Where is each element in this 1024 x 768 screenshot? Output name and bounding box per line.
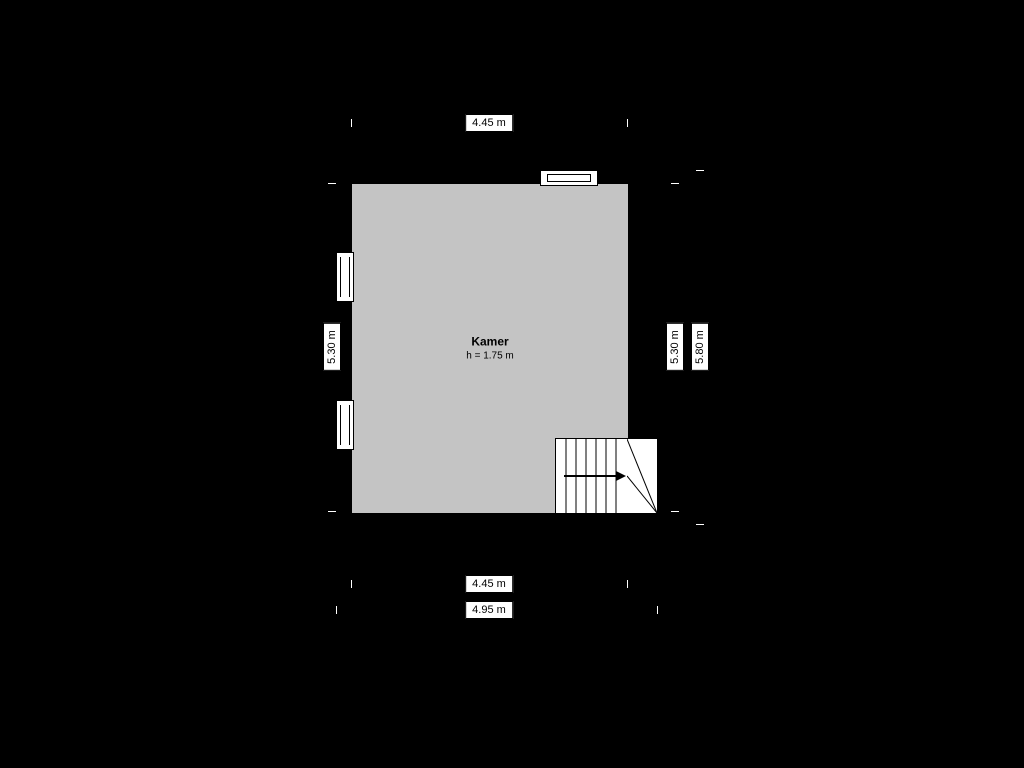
tick bbox=[328, 183, 336, 184]
tick bbox=[696, 170, 704, 171]
dim-outer-width: 4.95 m bbox=[465, 601, 513, 619]
dim-left-height: 5.30 m bbox=[323, 323, 341, 371]
tick bbox=[671, 183, 679, 184]
protrusion-top bbox=[540, 170, 598, 186]
room-label: Kamer h = 1.75 m bbox=[352, 333, 628, 364]
stairs-landing-icon bbox=[627, 439, 657, 513]
tick bbox=[328, 511, 336, 512]
floorplan-canvas: Kamer h = 1.75 m bbox=[0, 0, 1024, 768]
tick bbox=[671, 511, 679, 512]
tick bbox=[336, 606, 337, 614]
tick bbox=[657, 606, 658, 614]
dim-top-width: 4.45 m bbox=[465, 114, 513, 132]
protrusion-left-1 bbox=[336, 252, 354, 302]
dim-bottom-width: 4.45 m bbox=[465, 575, 513, 593]
stairs-landing bbox=[627, 438, 658, 514]
tick bbox=[627, 119, 628, 127]
room-name: Kamer bbox=[352, 333, 628, 350]
dim-right-height: 5.30 m bbox=[666, 323, 684, 371]
tick bbox=[696, 524, 704, 525]
room-height: h = 1.75 m bbox=[352, 350, 628, 364]
stairs-treads-icon bbox=[556, 439, 628, 513]
dim-outer-height: 5.80 m bbox=[691, 323, 709, 371]
tick bbox=[627, 580, 628, 588]
tick bbox=[351, 119, 352, 127]
tick bbox=[351, 580, 352, 588]
stairs bbox=[555, 438, 629, 514]
protrusion-left-2 bbox=[336, 400, 354, 450]
